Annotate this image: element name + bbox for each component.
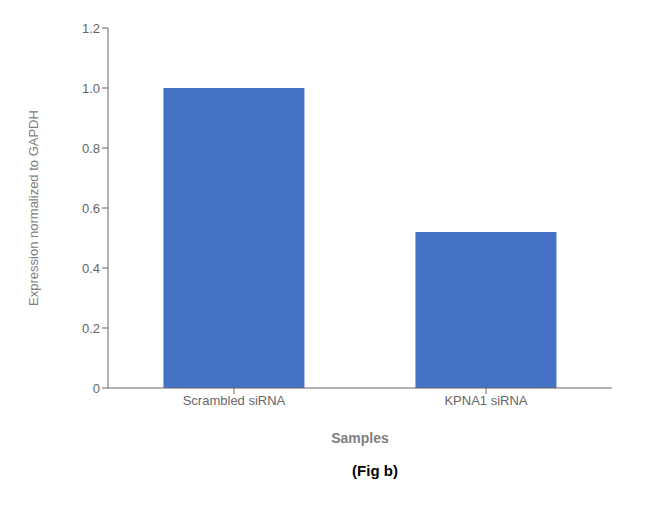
svg-text:0: 0 [93,381,100,396]
html-text:(Fig b): (Fig b) [352,462,398,479]
svg-text:Samples: Samples [331,430,389,446]
svg-text:0.8: 0.8 [82,141,100,156]
svg-text:0.6: 0.6 [82,201,100,216]
svg-text:Expression normalized to GAPDH: Expression normalized to GAPDH [26,110,41,306]
svg-text:KPNA1 siRNA: KPNA1 siRNA [444,393,527,408]
svg-text:1.0: 1.0 [82,81,100,96]
svg-text:Scrambled siRNA: Scrambled siRNA [183,393,286,408]
svg-text:0.2: 0.2 [82,321,100,336]
svg-text:1.2: 1.2 [82,21,100,36]
svg-text:0.4: 0.4 [82,261,100,276]
